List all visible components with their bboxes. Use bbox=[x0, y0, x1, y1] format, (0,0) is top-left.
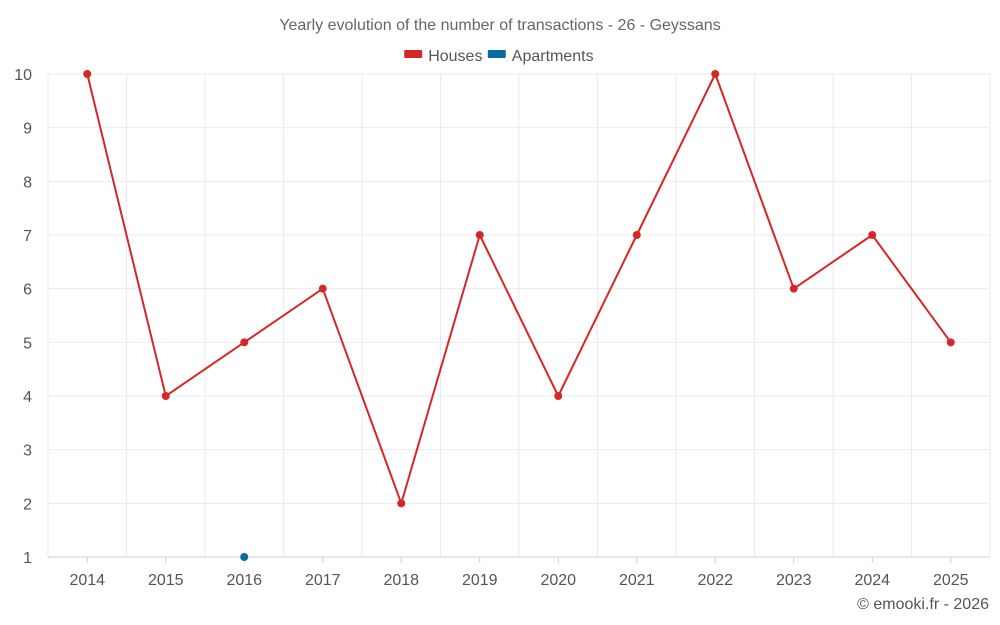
x-tick-label: 2020 bbox=[540, 572, 576, 589]
y-tick-label: 1 bbox=[23, 550, 32, 567]
series-layer bbox=[83, 70, 955, 561]
x-tick-label: 2021 bbox=[619, 572, 655, 589]
x-tick-label: 2015 bbox=[148, 572, 184, 589]
data-point-houses-2024[interactable] bbox=[868, 231, 877, 239]
data-point-houses-2023[interactable] bbox=[789, 284, 798, 293]
data-point-houses-2014[interactable] bbox=[83, 70, 92, 78]
chart-title: Yearly evolution of the number of transa… bbox=[279, 17, 720, 34]
data-point-houses-2022[interactable] bbox=[711, 70, 720, 78]
x-tick-label: 2023 bbox=[776, 572, 812, 589]
legend-item-apartments[interactable]: Apartments bbox=[487, 48, 594, 65]
legend[interactable]: Houses Apartments bbox=[404, 48, 594, 65]
x-tick-label: 2025 bbox=[933, 572, 969, 589]
legend-label: Apartments bbox=[512, 48, 594, 65]
data-point-houses-2019[interactable] bbox=[475, 231, 484, 239]
credit-text: © emooki.fr - 2026 bbox=[857, 596, 989, 613]
data-point-houses-2017[interactable] bbox=[318, 284, 327, 293]
series-line bbox=[86, 73, 952, 505]
x-tick-label: 2018 bbox=[383, 572, 419, 589]
data-point-houses-2025[interactable] bbox=[946, 338, 955, 347]
legend-swatch bbox=[404, 50, 423, 58]
legend-swatch bbox=[487, 50, 506, 58]
y-tick-label: 8 bbox=[23, 174, 32, 191]
y-tick-label: 2 bbox=[23, 496, 32, 513]
x-tick-label: 2024 bbox=[854, 572, 890, 589]
legend-label: Houses bbox=[428, 48, 482, 65]
y-tick-label: 4 bbox=[23, 389, 32, 406]
data-point-houses-2021[interactable] bbox=[632, 231, 641, 239]
y-tick-label: 5 bbox=[23, 335, 32, 352]
data-point-houses-2015[interactable] bbox=[161, 392, 170, 400]
data-point-houses-2018[interactable] bbox=[397, 499, 406, 508]
x-tick-label: 2014 bbox=[69, 572, 105, 589]
series-apartments bbox=[240, 553, 249, 561]
x-tick-label: 2019 bbox=[462, 572, 498, 589]
data-point-houses-2016[interactable] bbox=[240, 338, 249, 347]
series-houses bbox=[83, 70, 955, 508]
y-tick-label: 9 bbox=[23, 121, 32, 138]
y-tick-label: 3 bbox=[23, 443, 32, 460]
y-tick-label: 6 bbox=[23, 282, 32, 299]
y-tick-label: 7 bbox=[23, 228, 32, 245]
legend-item-houses[interactable]: Houses bbox=[404, 48, 482, 65]
x-tick-label: 2016 bbox=[226, 572, 262, 589]
y-tick-label: 10 bbox=[14, 67, 32, 84]
axes: 1 2 3 4 5 6 7 8 9 10 2014 2015 2016 2017 2018 2019 2020 2… bbox=[14, 67, 990, 589]
x-tick-label: 2017 bbox=[305, 572, 341, 589]
data-point-apartments-2016[interactable] bbox=[240, 553, 249, 561]
x-tick-label: 2022 bbox=[697, 572, 733, 589]
data-point-houses-2020[interactable] bbox=[554, 392, 563, 400]
